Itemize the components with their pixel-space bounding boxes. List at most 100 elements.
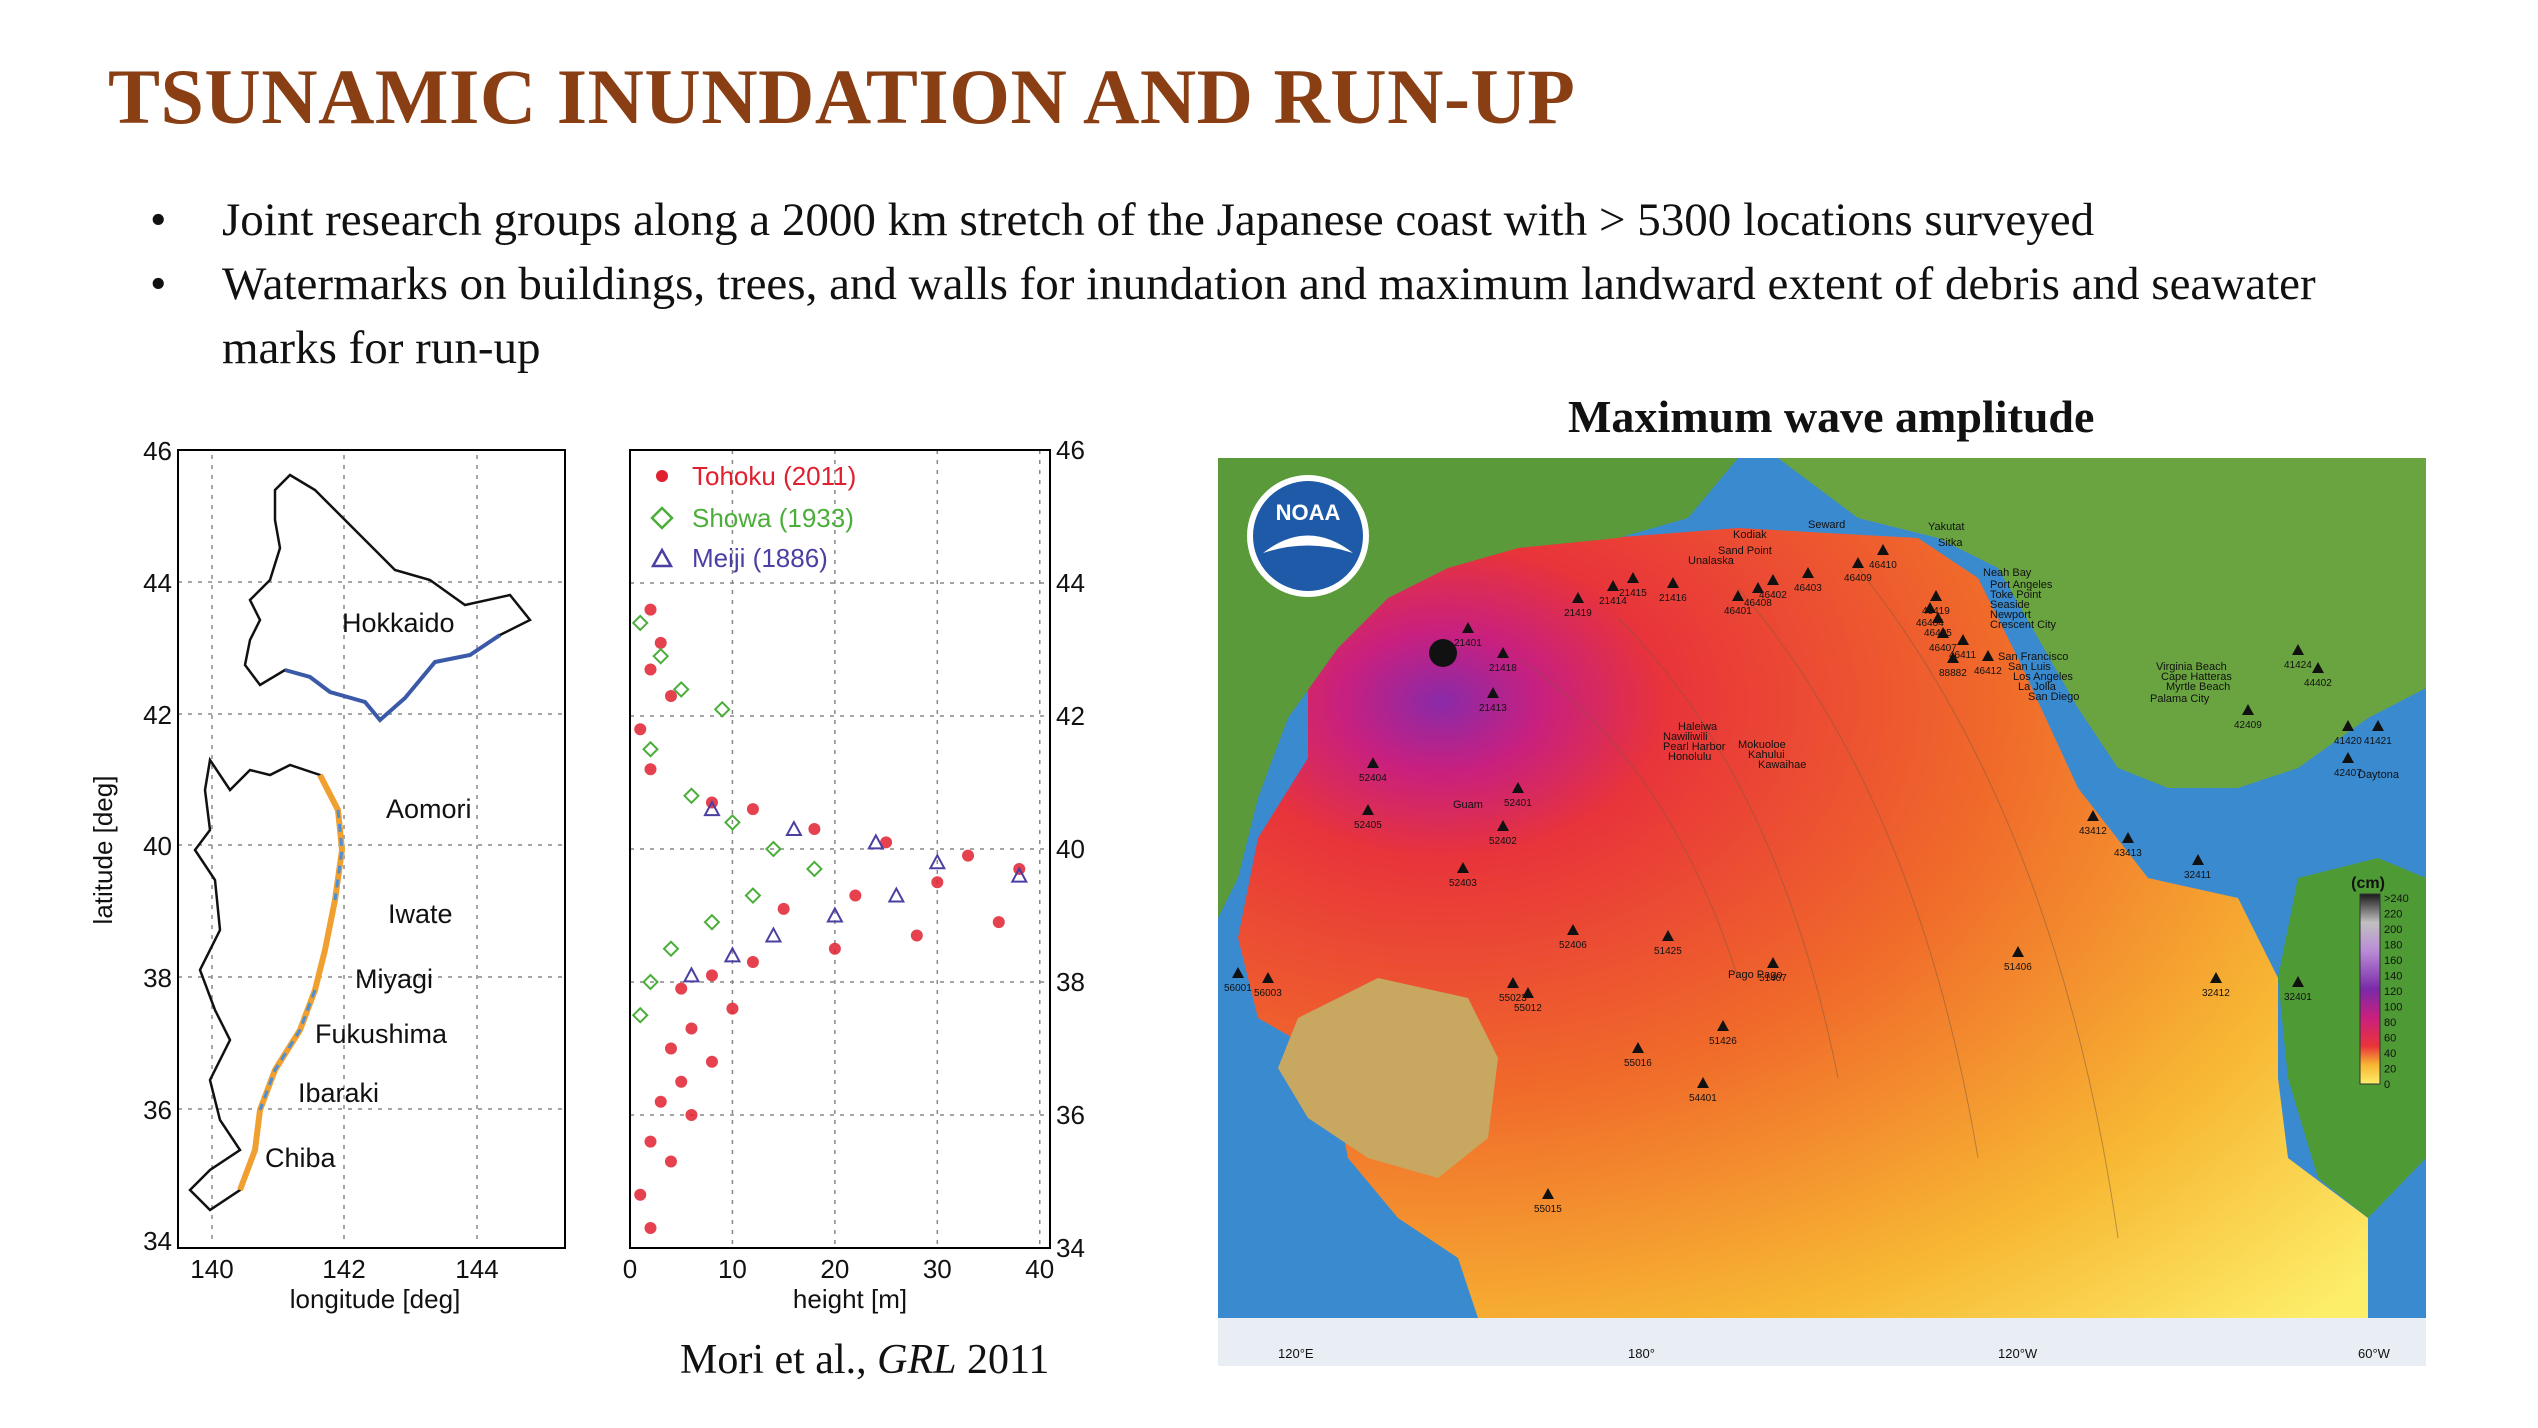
region-label: Ibaraki [298, 1078, 379, 1108]
buoy-marker [1632, 1042, 1644, 1053]
data-point [675, 1075, 688, 1088]
data-point [746, 803, 759, 816]
data-point [654, 636, 667, 649]
x-tick-labels: 140 142 144 [190, 1254, 498, 1284]
buoy-label: 21416 [1659, 593, 1687, 604]
lon-label: 120°W [1998, 1346, 2038, 1361]
data-point [910, 929, 923, 942]
chart-y-tick-label: 38 [1056, 967, 1085, 997]
data-point [703, 799, 721, 817]
colorbar-label: 0 [2384, 1079, 2390, 1091]
buoy-marker [2242, 704, 2254, 715]
x-tick-label: 144 [455, 1254, 498, 1284]
buoy-label: 43412 [2079, 826, 2107, 837]
station-label: Virginia Beach [2156, 661, 2227, 673]
buoy-label: 51426 [1709, 1036, 1737, 1047]
station-label: Cape Hatteras [2161, 671, 2232, 683]
buoy-marker [2192, 854, 2204, 865]
station-label: San Diego [2028, 691, 2079, 703]
buoy-label: 21419 [1564, 608, 1592, 619]
buoy-label: 46408 [1744, 598, 1772, 609]
chart-y-tick-label: 44 [1056, 568, 1085, 598]
buoy-label: 55015 [1534, 1204, 1562, 1215]
data-point [765, 840, 782, 858]
colorbar-label: 160 [2384, 955, 2402, 967]
station-label: Unalaska [1688, 555, 1735, 567]
map-frame [177, 449, 566, 1249]
buoy-label: 55023 [1499, 993, 1527, 1004]
data-point [683, 787, 700, 805]
chart-x-tick-label: 30 [923, 1254, 952, 1284]
buoy-marker [2012, 946, 2024, 957]
station-label: Newport [1990, 609, 2031, 621]
data-point [744, 887, 762, 904]
buoy-marker [1362, 804, 1374, 815]
sanriku-surveyed-coast-overlay [258, 809, 344, 1111]
buoy-marker [1572, 592, 1584, 603]
buoy-marker [1924, 602, 1936, 613]
x-tick-label: 142 [322, 1254, 365, 1284]
buoy-label: 21414 [1599, 596, 1627, 607]
buoy-label: 42409 [2234, 720, 2262, 731]
buoy-label: 46419 [1922, 606, 1950, 617]
buoy-marker [1717, 1020, 1729, 1031]
station-label: San Francisco [1998, 651, 2068, 663]
data-point [992, 916, 1005, 929]
y-axis-label: latitude [deg] [88, 776, 118, 925]
data-point [764, 926, 783, 943]
station-label: La Jolla [2018, 681, 2057, 693]
buoy-label: 52406 [1559, 940, 1587, 951]
data-point [849, 889, 862, 902]
buoy-marker [1232, 967, 1244, 978]
bullet-list: • Joint research groups along a 2000 km … [150, 188, 2400, 380]
station-label: Haleiwa [1678, 721, 1718, 733]
buoy-marker [1567, 924, 1579, 935]
buoy-marker [1627, 572, 1639, 583]
buoy-label: 41420 [2334, 736, 2362, 747]
data-point [705, 1055, 718, 1068]
data-point [887, 886, 906, 903]
region-label: Fukushima [315, 1019, 448, 1049]
buoy-marker [1497, 820, 1509, 831]
buoy-marker [1752, 582, 1764, 593]
buoy-label: 21415 [1619, 588, 1647, 599]
bullet-dot: • [150, 194, 167, 246]
colorbar-label: 60 [2384, 1033, 2396, 1045]
buoy-marker [2372, 720, 2384, 731]
station-label: Mokuoloe [1738, 739, 1786, 751]
data-point [654, 1095, 667, 1108]
chart-legend: Tohoku (2011) Showa (1933) Meiji (1886) [650, 461, 856, 573]
buoy-label: 46411 [1949, 650, 1977, 661]
buoy-marker [1507, 977, 1519, 988]
data-point [931, 876, 944, 889]
bullet-item: • Watermarks on buildings, trees, and wa… [150, 252, 2400, 380]
noaa-logo-text: NOAA [1276, 500, 1341, 525]
colorbar-label: 180 [2384, 940, 2402, 952]
buoy-marker [1497, 647, 1509, 658]
station-label: Crescent City [1990, 619, 2057, 631]
station-label: Kawaihae [1758, 759, 1806, 771]
chart-x-tick-label: 40 [1025, 1254, 1054, 1284]
colorbar-label: 140 [2384, 971, 2402, 983]
station-label: Honolulu [1668, 751, 1711, 763]
colorbar-unit: (cm) [2351, 875, 2385, 892]
colorbar [2359, 893, 2381, 1085]
buoy-marker [2342, 720, 2354, 731]
data-point [634, 1188, 647, 1201]
x-axis-label: longitude [deg] [290, 1284, 461, 1314]
buoy-label: 32412 [2202, 988, 2230, 999]
sanriku-surveyed-coast [237, 773, 346, 1192]
buoy-label: 21413 [1479, 703, 1507, 714]
buoy-marker [1662, 930, 1674, 941]
map-title: Maximum wave amplitude [1568, 391, 2095, 442]
station-label: Sand Point [1718, 545, 1772, 557]
data-point [642, 973, 659, 991]
buoy-marker [1932, 612, 1944, 623]
colorbar-label: 120 [2384, 986, 2402, 998]
buoy-marker [1512, 782, 1524, 793]
data-point [880, 836, 893, 849]
region-label: Miyagi [355, 964, 433, 994]
chart-x-tick-label: 0 [623, 1254, 637, 1284]
y-tick-label: 36 [143, 1095, 172, 1125]
